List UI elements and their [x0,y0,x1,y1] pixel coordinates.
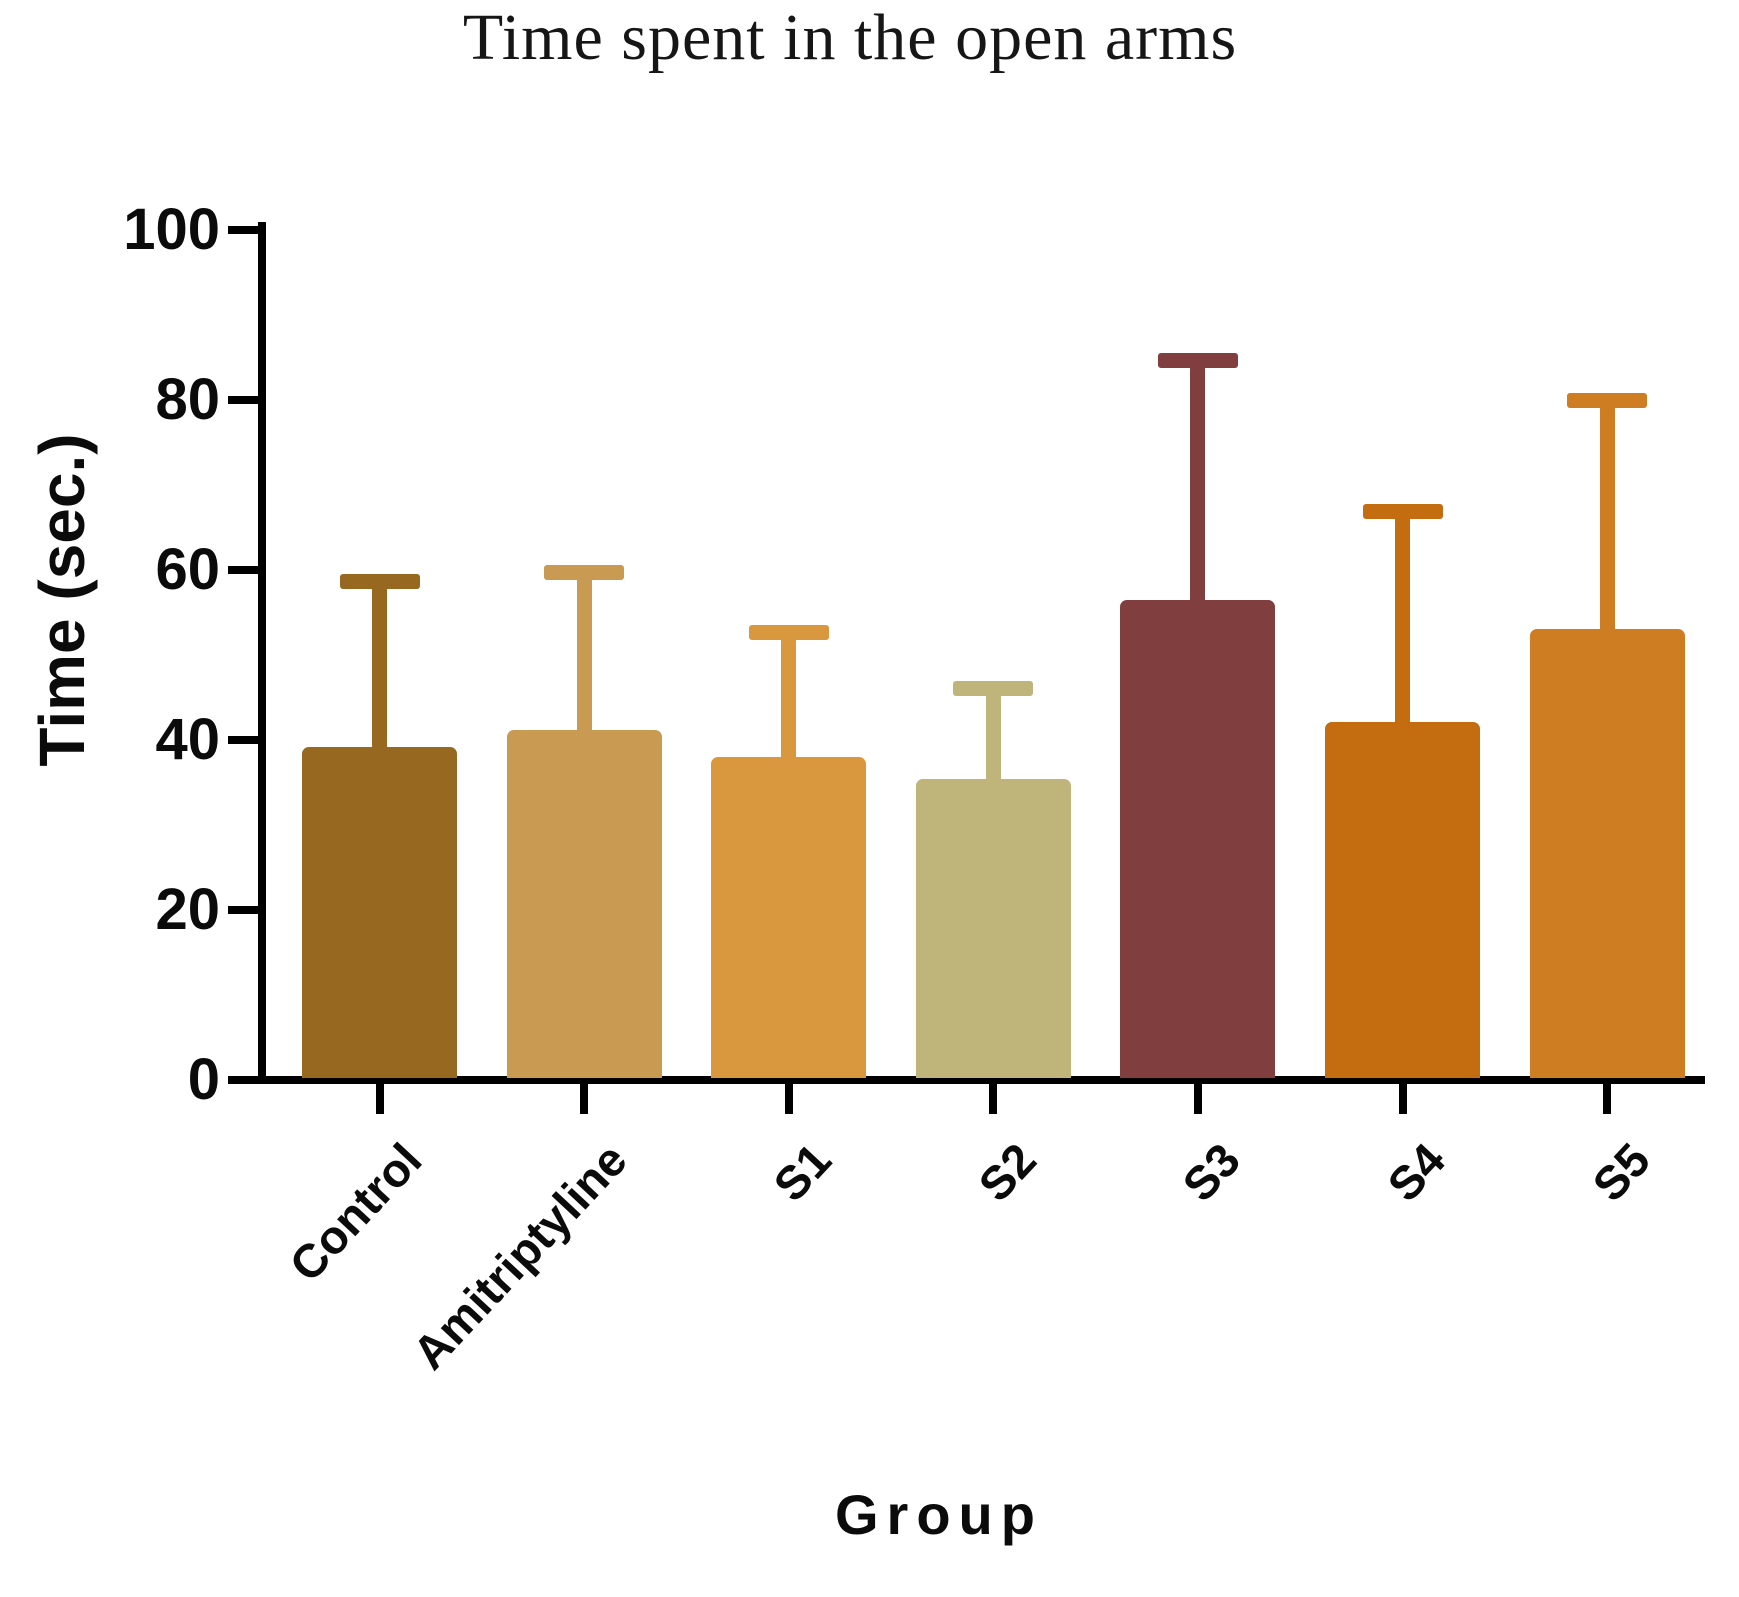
y-tick-label-60: 60 [155,537,220,602]
x-tick-S1 [784,1084,793,1114]
y-tick-label-20: 20 [155,877,220,942]
x-category-label-S1: S1 [763,1132,842,1212]
y-tick-100 [228,226,258,234]
x-axis-line [250,1076,1705,1084]
y-tick-20 [228,906,258,914]
error-bar-cap-S2 [953,681,1034,697]
x-tick-S3 [1193,1084,1202,1114]
error-bar-stem-S5 [1599,393,1615,631]
error-bar-cap-Amitriptyline [544,564,625,580]
error-bar-stem-Amitriptyline [576,564,592,732]
error-bar-stem-S4 [1395,503,1410,725]
x-category-label-S3: S3 [1172,1132,1251,1212]
bar-S3 [1120,599,1276,1078]
x-category-label-S4: S4 [1377,1132,1456,1212]
x-tick-Control [375,1084,384,1114]
y-tick-40 [228,736,258,744]
x-axis-title: Group [835,1483,1043,1546]
y-tick-label-0: 0 [187,1047,220,1112]
x-category-label-Control: Control [279,1132,433,1292]
x-category-label-Amitriptyline: Amitriptyline [402,1132,637,1380]
x-category-label-S5: S5 [1581,1132,1660,1212]
bar-S2 [915,779,1071,1078]
x-tick-Amitriptyline [580,1084,589,1114]
error-bar-stem-S2 [985,681,1001,782]
y-tick-0 [228,1076,258,1084]
bar-Amitriptyline [506,729,662,1078]
x-tick-S4 [1398,1084,1407,1114]
bar-S1 [711,757,867,1078]
error-bar-cap-S5 [1567,393,1648,409]
y-tick-label-80: 80 [155,367,220,432]
error-bar-cap-S3 [1157,353,1238,369]
y-tick-label-40: 40 [155,707,220,772]
x-category-label-S2: S2 [967,1132,1046,1212]
error-bar-stem-Control [372,574,387,749]
error-bar-cap-Control [339,574,420,590]
error-bar-stem-S3 [1190,353,1206,602]
error-bar-cap-S4 [1362,503,1443,519]
x-tick-S2 [989,1084,998,1114]
bar-Control [302,746,457,1078]
x-tick-S5 [1603,1084,1612,1114]
error-bar-cap-S1 [748,625,829,641]
y-tick-label-100: 100 [123,197,220,262]
error-bar-stem-S1 [781,625,797,759]
y-axis-line [258,222,266,1084]
chart-title: Time spent in the open arms [462,1,1238,74]
bar-S5 [1529,628,1685,1078]
y-tick-80 [228,396,258,404]
y-tick-60 [228,566,258,574]
bar-S4 [1325,722,1480,1078]
